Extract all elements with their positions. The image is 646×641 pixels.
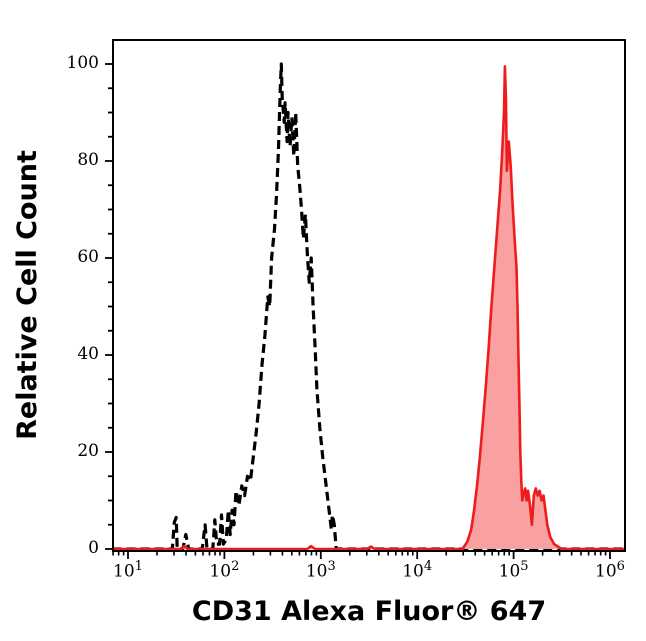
x-tick-label-1e3: 103 [305, 559, 336, 582]
plot-frame [112, 39, 626, 552]
x-tick-label-1e6: 106 [595, 559, 625, 582]
x-tick-label-1e1: 101 [113, 559, 143, 582]
y-tick-label-0: 0 [88, 538, 99, 558]
stained_sample_red_filled-fill [112, 66, 625, 550]
stained_sample_red_filled-curve [112, 65, 625, 551]
x-tick-label-1e2: 102 [209, 559, 240, 582]
y-axis-title: Relative Cell Count [12, 150, 43, 440]
y-tick-label-80: 80 [77, 150, 99, 170]
x-axis-title: CD31 Alexa Fluor® 647 [191, 596, 547, 627]
y-tick-label-100: 100 [66, 53, 99, 73]
x-tick-label-1e4: 104 [402, 559, 433, 582]
y-tick-label-40: 40 [77, 344, 99, 364]
unstained_control_dashed_black-curve [112, 62, 625, 551]
y-tick-label-20: 20 [77, 441, 99, 461]
y-tick-label-60: 60 [77, 247, 99, 267]
x-tick-label-1e5: 105 [498, 559, 529, 582]
